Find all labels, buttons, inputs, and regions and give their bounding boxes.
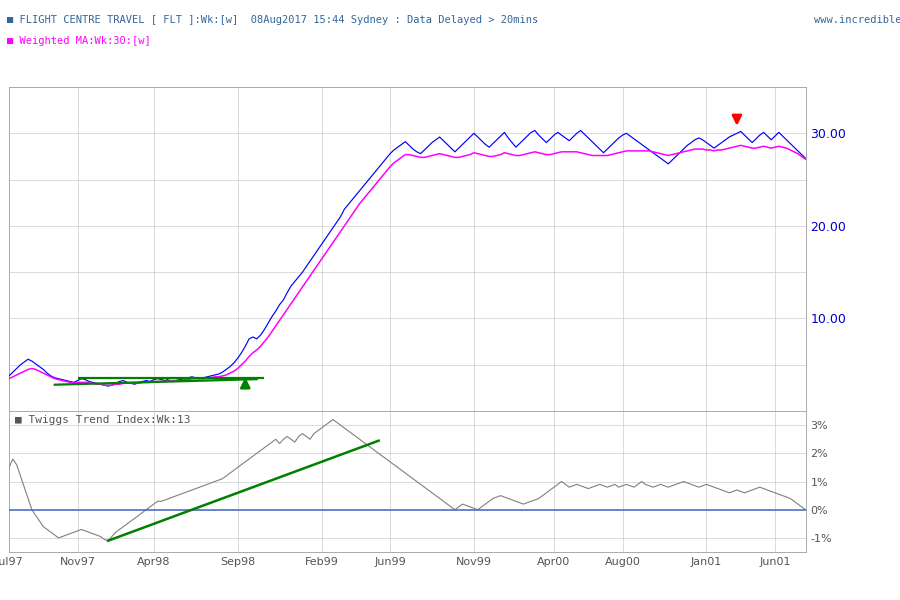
Text: ■ FLIGHT CENTRE TRAVEL [ FLT ]:Wk:[w]  08Aug2017 15:44 Sydney : Data Delayed > 2: ■ FLIGHT CENTRE TRAVEL [ FLT ]:Wk:[w] 08… <box>7 15 538 25</box>
Text: www.incrediblecharts.com: www.incrediblecharts.com <box>814 15 900 25</box>
Text: ■ Weighted MA:Wk:30:[w]: ■ Weighted MA:Wk:30:[w] <box>7 36 151 46</box>
Text: ■ Twiggs Trend Index:Wk:13: ■ Twiggs Trend Index:Wk:13 <box>15 415 191 425</box>
